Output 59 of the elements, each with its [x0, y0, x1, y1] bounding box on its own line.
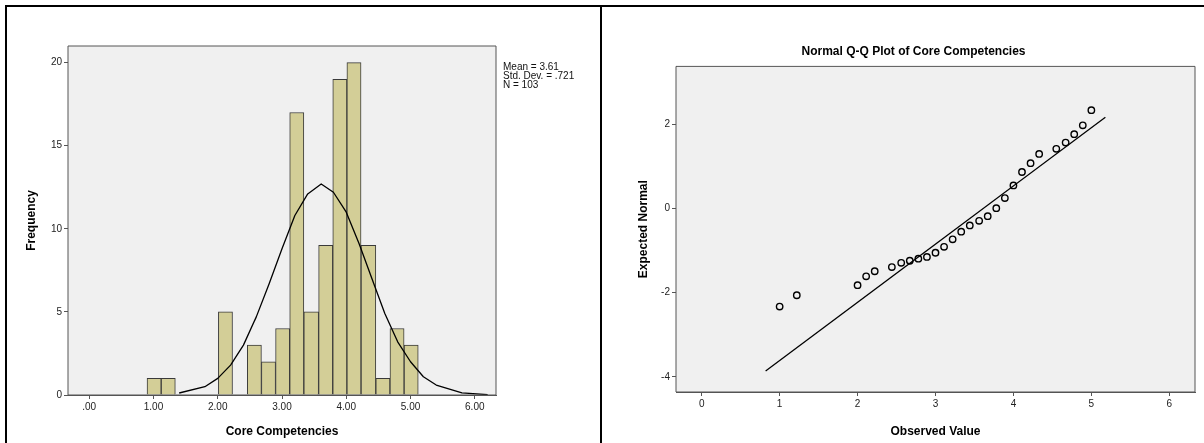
point	[983, 212, 992, 221]
x-tick-label: 1.00	[143, 400, 164, 412]
y-axis-title: Frequency	[23, 189, 38, 251]
y-tick-label: 2	[664, 118, 671, 130]
point	[965, 221, 974, 230]
x-tick-label: 1	[776, 397, 783, 409]
y-tick-label: -4	[661, 370, 671, 382]
point	[870, 267, 879, 276]
x-tick-label: 2	[854, 397, 861, 409]
text: Std. Dev. = .721	[503, 69, 575, 81]
point	[1035, 150, 1044, 158]
y-tick-label: 15	[50, 139, 63, 151]
x-tick-label: .00	[82, 400, 97, 412]
point	[887, 263, 896, 271]
y-tick-label: 5	[56, 305, 63, 317]
point	[1000, 194, 1009, 202]
point	[923, 253, 931, 261]
point	[792, 291, 801, 300]
point	[914, 254, 923, 263]
text: Mean = 3.61	[503, 60, 560, 72]
y-tick-label: -2	[661, 286, 671, 298]
point	[975, 216, 984, 225]
x-tick-label: 4	[1010, 397, 1017, 409]
point	[1078, 121, 1087, 130]
y-tick-label: 0	[664, 202, 671, 214]
point	[1070, 130, 1079, 139]
point	[905, 256, 914, 265]
x-tick-label: 6.00	[465, 400, 485, 412]
point	[940, 242, 948, 251]
point	[897, 258, 906, 267]
point	[775, 302, 784, 311]
x-tick-label: 5.00	[400, 400, 421, 412]
x-tick-label: 2.00	[208, 400, 228, 412]
x-tick-label: 4.00	[336, 400, 357, 412]
x-axis-title: Observed Value	[890, 424, 981, 439]
point	[931, 248, 940, 257]
point	[1026, 159, 1035, 168]
point	[1018, 168, 1026, 176]
point	[1052, 144, 1061, 153]
point	[948, 235, 957, 244]
y-tick-label: 0	[56, 388, 63, 400]
point	[957, 227, 966, 236]
point	[1061, 138, 1070, 147]
x-tick-label: 6	[1166, 397, 1173, 409]
x-tick-label: 3.00	[272, 400, 293, 412]
x-axis-title: Core Competencies	[225, 424, 339, 439]
x-tick-label: 3	[932, 397, 939, 409]
point	[1009, 181, 1018, 190]
chart-title: Normal Q-Q Plot of Core Competencies	[801, 43, 1026, 58]
y-axis-title: Expected Normal	[635, 180, 650, 279]
y-tick-label: 10	[50, 222, 63, 234]
y-tick-label: 20	[50, 56, 63, 68]
text: N = 103	[503, 78, 539, 90]
point	[992, 204, 1001, 213]
point	[853, 281, 862, 290]
point	[1087, 106, 1096, 115]
point	[862, 272, 871, 281]
x-tick-label: 5	[1088, 397, 1095, 409]
x-tick-label: 0	[698, 397, 705, 409]
